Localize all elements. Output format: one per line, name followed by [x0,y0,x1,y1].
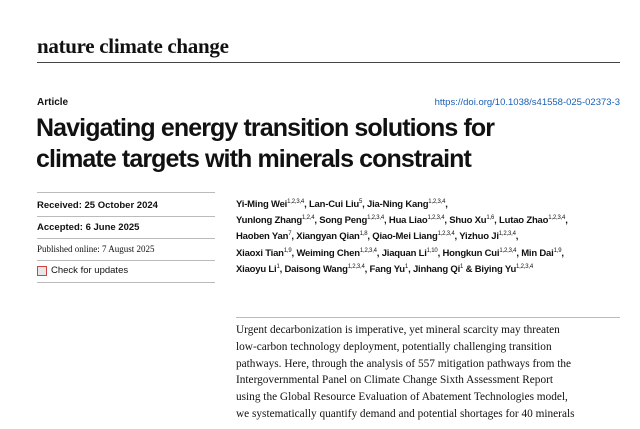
separator: , [367,231,373,243]
separator: , [384,215,389,227]
check-updates[interactable]: Check for updates [51,265,129,276]
author-affiliation: 5 [359,199,363,205]
separator: , [376,247,382,259]
author-name: Lan-Cui Liu [308,199,359,210]
published-date: Published online: 7 August 2025 [37,244,155,254]
author-name: Song Peng [319,215,368,227]
author-affiliation: 1,2,3,4 [428,199,446,205]
rule [37,192,215,193]
author-affiliation: 1,2,3,4 [437,231,455,238]
author-affiliation: 1,6 [486,215,495,222]
author-name: Biying Yu [474,263,517,275]
separator: , [437,247,443,259]
author-affiliation: 1,10 [426,247,438,254]
author-line: Yunlong Zhang1,2,4, Song Peng1,2,3,4, Hu… [236,215,568,231]
author-name: Haoben Yan [236,231,289,243]
separator: & [463,263,475,275]
author-name: Jiaquan Li [381,247,427,259]
author-affiliation: 1,8 [359,231,368,238]
author-name: Shuo Xu [449,215,487,227]
rule [37,238,215,239]
separator: , [561,247,564,259]
author-affiliation: 1,2,3,4 [347,263,365,270]
author-affiliation: 1,2,3,4 [516,263,533,270]
author-name: Yizhuo Ji [459,231,499,243]
author-name: Yi-Ming Wei [236,199,288,210]
separator: , [515,231,519,243]
author-name: Weiming Chen [296,247,360,259]
separator: , [516,247,522,259]
author-name: Daisong Wang [284,263,348,275]
author-name: Xiaoyu Li [236,263,277,275]
author-list: Yi-Ming Wei1,2,3,4, Lan-Cui Liu5, Jia-Ni… [236,199,568,280]
author-name: Jia-Ning Kang [367,199,429,210]
separator: , [314,215,320,227]
author-line: Haoben Yan7, Xiangyan Qian1,8, Qiao-Mei … [236,231,568,247]
author-affiliation: 1 [404,263,409,270]
separator: , [565,215,568,227]
author-affiliation: 1 [276,263,280,270]
doi-link[interactable]: https://doi.org/10.1038/s41558-025-02373… [434,97,620,108]
abstract-line: using the Global Resource Evaluation of … [236,391,568,404]
separator: , [291,247,297,259]
separator: , [408,263,413,275]
author-affiliation: 1,2,3,4 [359,247,377,254]
author-name: Hua Liao [388,215,428,227]
separator: , [444,215,450,227]
rule [37,216,215,217]
author-name: Fang Yu [369,263,406,275]
title: climate targets with minerals constraint [36,145,472,173]
author-affiliation: 1,9 [283,247,292,254]
article-type: Article [37,97,69,108]
author-affiliation: 1 [460,263,464,270]
separator: , [445,199,448,210]
author-name: Qiao-Mei Liang [372,231,438,243]
abstract-line: Urgent decarbonization is imperative, ye… [236,324,560,336]
separator: , [291,231,297,243]
author-affiliation: 7 [288,231,292,238]
author-line: Xiaoxi Tian1,9, Weiming Chen1,2,3,4, Jia… [236,248,568,264]
author-affiliation: 1,2,3,4 [548,215,566,222]
separator: , [364,263,370,275]
rule [37,282,215,283]
separator: , [454,231,460,243]
author-name: Jinhang Qi [412,263,461,275]
author-line: Yi-Ming Wei1,2,3,4, Lan-Cui Liu5, Jia-Ni… [236,199,568,215]
author-name: Xiangyan Qian [296,231,360,243]
separator: , [362,199,368,210]
separator: , [304,199,309,210]
author-affiliation: 1,2,3,4 [498,231,516,238]
header-rule [37,62,620,63]
author-name: Yunlong Zhang [236,215,303,227]
author-affiliation: 1,2,3,4 [367,215,385,222]
author-line: Xiaoyu Li1, Daisong Wang1,2,3,4, Fang Yu… [236,264,568,280]
title: Navigating energy transition solutions f… [36,114,495,142]
author-affiliation: 1,2,4 [302,215,315,222]
author-name: Hongkun Cui [442,247,500,259]
author-affiliation: 1,2,3,4 [427,215,445,222]
author-name: Lutao Zhao [499,215,549,227]
update-icon[interactable] [37,266,47,276]
accepted-date: Accepted: 6 June 2025 [37,222,140,233]
rule [236,317,620,318]
abstract-line: Intergovernmental Panel on Climate Chang… [236,374,553,387]
separator: , [494,215,500,227]
journal-name: nature climate change [37,34,229,58]
abstract-line: pathways. Here, through the analysis of … [236,357,572,370]
author-affiliation: 1,2,3,4 [499,247,517,254]
author-name: Min Dai [521,247,554,259]
author-affiliation: 1,9 [553,247,562,254]
received-date: Received: 25 October 2024 [37,200,158,211]
rule [37,260,215,261]
abstract-line: we systematically quantify demand and po… [236,408,575,420]
separator: , [279,263,285,275]
author-name: Xiaoxi Tian [236,247,284,259]
author-affiliation: 1,2,3,4 [287,199,305,205]
abstract-line: low-carbon technology deployment, potent… [236,340,552,353]
